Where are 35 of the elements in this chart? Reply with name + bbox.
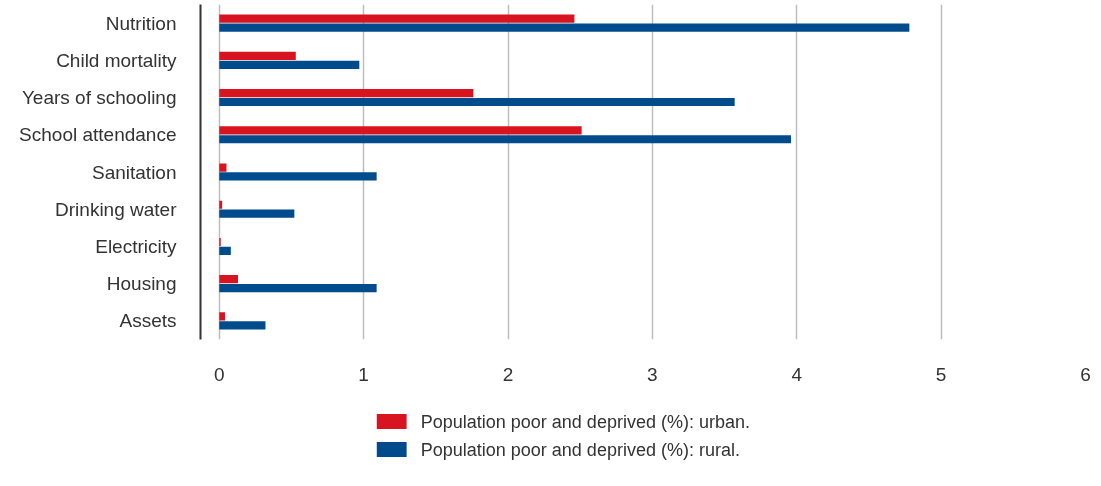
y-tick-label: Electricity — [95, 235, 177, 257]
y-tick-label: Assets — [119, 310, 177, 332]
x-tick-label: 1 — [358, 363, 369, 385]
x-tick-label: 0 — [213, 363, 225, 385]
bar — [219, 135, 791, 144]
bar — [219, 97, 735, 107]
bar — [219, 51, 296, 60]
y-tick-label: Nutrition — [105, 12, 177, 34]
y-tick-label: Drinking water — [55, 198, 178, 220]
x-tick-label: 5 — [935, 363, 947, 385]
y-tick-label: Housing — [106, 273, 177, 295]
bar — [219, 209, 295, 218]
bar — [219, 172, 377, 181]
bar — [219, 321, 266, 330]
x-tick-label: 6 — [1080, 363, 1091, 385]
y-tick-label: Child mortality — [56, 49, 177, 71]
bar — [219, 163, 227, 172]
legend-label: Population poor and deprived (%): urban. — [420, 411, 750, 432]
bar — [219, 312, 226, 321]
bar — [219, 14, 575, 23]
bar — [219, 275, 239, 284]
bar — [219, 126, 582, 135]
bar — [219, 23, 910, 32]
x-tick-label: 2 — [502, 363, 514, 385]
y-tick-label: School attendance — [19, 124, 177, 146]
x-tick-label: 3 — [647, 363, 658, 385]
legend-label: Population poor and deprived (%): rural. — [420, 439, 740, 460]
y-tick-label: Sanitation — [91, 161, 177, 183]
bar — [219, 246, 231, 256]
bar — [219, 284, 377, 293]
x-tick-label: 4 — [791, 363, 803, 385]
y-tick-label: Years of schooling — [21, 87, 177, 109]
bar — [219, 200, 223, 209]
bar — [219, 60, 360, 69]
bar — [219, 88, 474, 98]
